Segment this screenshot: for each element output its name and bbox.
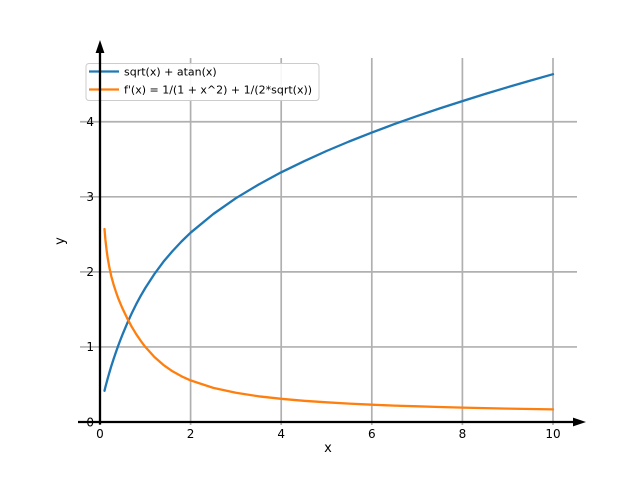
- tick-layer: 0 2 4 6 8 10 0 1 2 3 4: [86, 115, 560, 441]
- legend-label-derivative: f'(x) = 1/(1 + x^2) + 1/(2*sqrt(x)): [124, 84, 312, 97]
- y-tick-label: 2: [86, 265, 94, 279]
- curve-layer: [103, 73, 555, 411]
- legend-label-function: sqrt(x) + atan(x): [124, 66, 217, 79]
- axis-layer: [78, 40, 586, 427]
- x-tick-label: 4: [277, 427, 285, 441]
- y-tick-label: 0: [86, 415, 94, 429]
- x-tick-label: 10: [545, 427, 560, 441]
- curve-sqrt-atan: [103, 73, 555, 392]
- x-axis-title: x: [324, 441, 332, 456]
- x-tick-label: 2: [187, 427, 195, 441]
- x-axis-arrow-icon: [573, 417, 586, 427]
- y-tick-label: 1: [86, 340, 94, 354]
- y-axis-arrow-icon: [95, 40, 105, 53]
- y-axis-title: y: [53, 237, 68, 245]
- x-tick-label: 8: [459, 427, 467, 441]
- y-tick-label: 4: [86, 115, 94, 129]
- x-tick-label: 0: [96, 427, 104, 441]
- x-tick-label: 6: [368, 427, 376, 441]
- curve-derivative: [103, 227, 555, 411]
- legend-box: [85, 63, 320, 101]
- y-tick-label: 3: [86, 190, 94, 204]
- grid-layer: [80, 58, 577, 425]
- legend: sqrt(x) + atan(x) f'(x) = 1/(1 + x^2) + …: [85, 63, 320, 101]
